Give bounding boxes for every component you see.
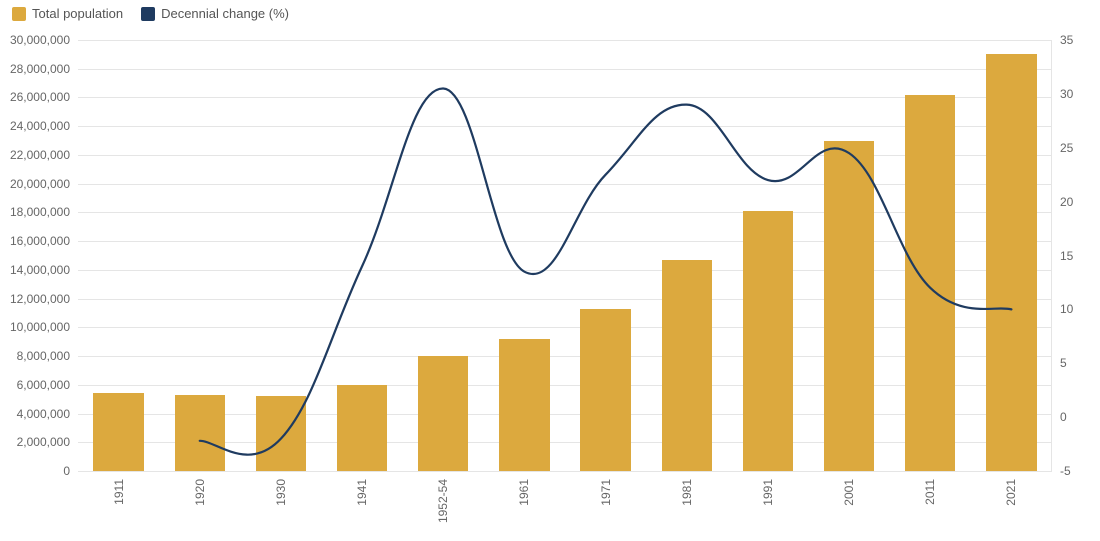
y-right-tick-label: 30 [1060,87,1073,101]
y-right-tick-label: 15 [1060,249,1073,263]
plot-right-border [1051,40,1052,471]
x-tick-label: 2011 [923,479,937,505]
y-left-tick-label: 10,000,000 [0,320,70,334]
y-left-tick-label: 18,000,000 [0,205,70,219]
x-tick-label: 2021 [1004,479,1018,506]
plot-area [78,40,1052,471]
x-tick-label: 1920 [193,479,207,506]
y-right-tick-label: 0 [1060,410,1067,424]
x-tick-label: 1911 [112,479,126,505]
population-chart: Total population Decennial change (%) 0 2,… [0,0,1100,541]
line-series [78,40,1052,471]
y-left-tick-label: 30,000,000 [0,33,70,47]
y-left-tick-label: 2,000,000 [0,435,70,449]
legend-label: Total population [32,6,123,21]
y-left-tick-label: 4,000,000 [0,407,70,421]
x-tick-label: 1930 [274,479,288,506]
y-right-tick-label: -5 [1060,464,1071,478]
y-left-tick-label: 28,000,000 [0,62,70,76]
legend-item-line: Decennial change (%) [141,6,289,21]
y-right-tick-label: 10 [1060,302,1073,316]
x-tick-label: 1981 [680,479,694,506]
legend: Total population Decennial change (%) [12,6,289,21]
x-tick-label: 1952-54 [436,479,450,523]
legend-label: Decennial change (%) [161,6,289,21]
x-tick-label: 2001 [842,479,856,506]
y-left-tick-label: 20,000,000 [0,177,70,191]
y-left-tick-label: 0 [0,464,70,478]
x-tick-label: 1991 [761,479,775,506]
y-left-tick-label: 6,000,000 [0,378,70,392]
legend-swatch-line [141,7,155,21]
x-tick-label: 1961 [517,479,531,506]
legend-swatch-bars [12,7,26,21]
gridline [78,471,1052,472]
x-tick-label: 1971 [599,479,613,506]
y-right-tick-label: 20 [1060,195,1073,209]
x-tick-label: 1941 [355,479,369,506]
y-left-tick-label: 22,000,000 [0,148,70,162]
y-left-tick-label: 12,000,000 [0,292,70,306]
y-right-tick-label: 35 [1060,33,1073,47]
y-right-tick-label: 25 [1060,141,1073,155]
y-right-tick-label: 5 [1060,356,1067,370]
y-left-tick-label: 24,000,000 [0,119,70,133]
y-left-tick-label: 16,000,000 [0,234,70,248]
y-left-tick-label: 8,000,000 [0,349,70,363]
line-path [200,88,1012,454]
y-left-tick-label: 26,000,000 [0,90,70,104]
y-left-tick-label: 14,000,000 [0,263,70,277]
legend-item-bars: Total population [12,6,123,21]
